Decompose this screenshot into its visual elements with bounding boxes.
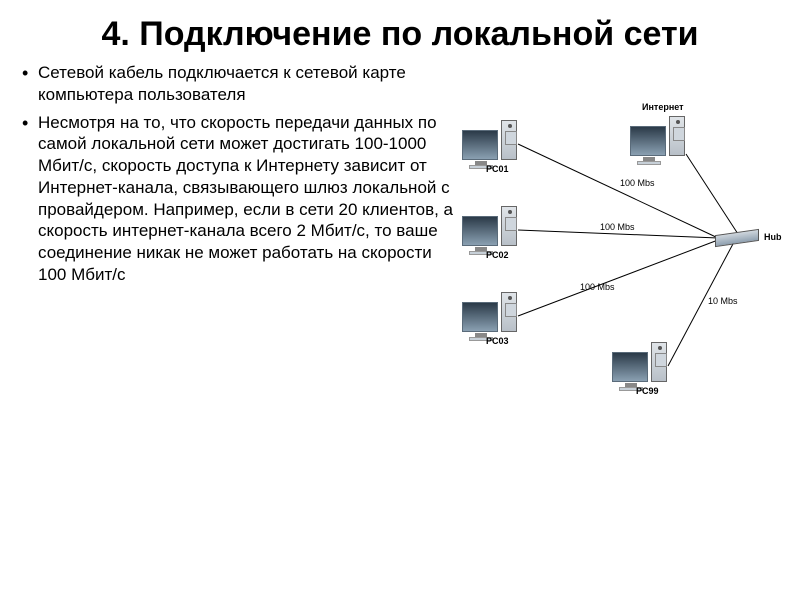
monitor-icon <box>462 216 498 246</box>
tower-icon <box>669 116 685 156</box>
page-title: 4. Подключение по локальной сети <box>0 0 800 62</box>
node-label: Интернет <box>642 102 684 112</box>
link-label: 100 Mbs <box>580 282 615 292</box>
text-column: Сетевой кабель подключается к сетевой ка… <box>22 62 462 292</box>
pc-node-pc01 <box>462 120 517 160</box>
tower-icon <box>501 292 517 332</box>
link-label: 100 Mbs <box>620 178 655 188</box>
link-label: 10 Mbs <box>708 296 738 306</box>
monitor-icon <box>612 352 648 382</box>
network-diagram: 100 Mbs 100 Mbs 100 Mbs 10 Mbs PC01 PC02… <box>460 120 800 460</box>
node-label: PC99 <box>636 386 659 396</box>
link <box>518 240 718 316</box>
tower-icon <box>651 342 667 382</box>
tower-icon <box>501 120 517 160</box>
monitor-icon <box>462 302 498 332</box>
pc-node-pc03 <box>462 292 517 332</box>
node-label: PC03 <box>486 336 509 346</box>
bullet-item: Несмотря на то, что скорость передачи да… <box>22 112 462 286</box>
link <box>686 154 738 234</box>
bullet-item: Сетевой кабель подключается к сетевой ка… <box>22 62 462 106</box>
monitor-icon <box>462 130 498 160</box>
pc-node-internet <box>630 116 685 156</box>
node-label: PC02 <box>486 250 509 260</box>
diagram-links: 100 Mbs 100 Mbs 100 Mbs 10 Mbs <box>460 120 800 460</box>
pc-node-pc02 <box>462 206 517 246</box>
tower-icon <box>501 206 517 246</box>
link-label: 100 Mbs <box>600 222 635 232</box>
pc-node-pc99 <box>612 342 667 382</box>
monitor-icon <box>630 126 666 156</box>
node-label: PC01 <box>486 164 509 174</box>
hub-label: Hub <box>764 232 782 242</box>
